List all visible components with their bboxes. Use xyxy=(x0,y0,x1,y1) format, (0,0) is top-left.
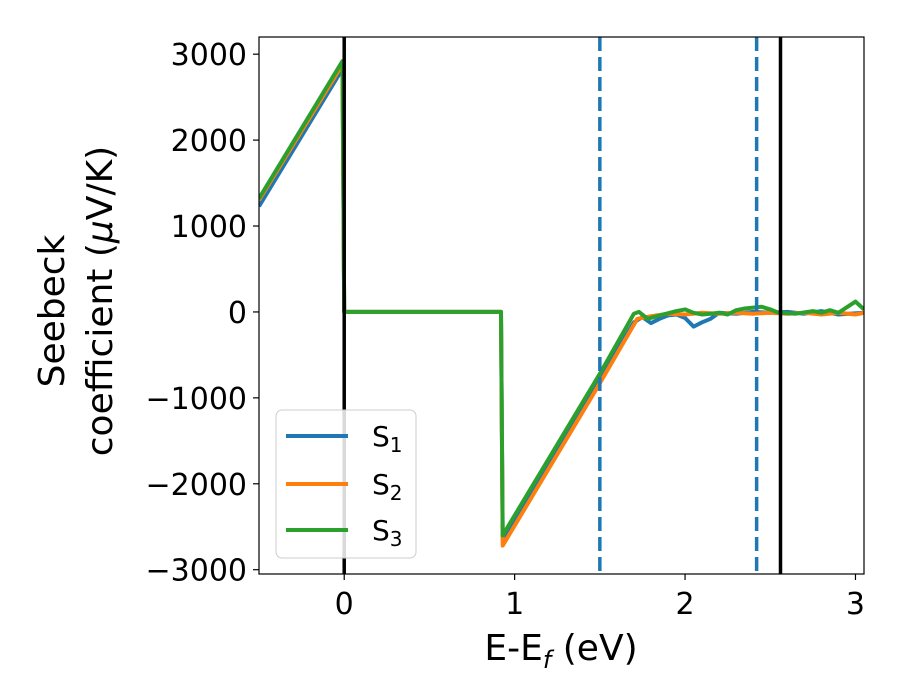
y-axis-title-line2: coefficient (μV/K) xyxy=(80,146,121,456)
legend-label-s2: S2 xyxy=(372,468,403,505)
legend: S1 S2 S3 xyxy=(275,409,417,559)
x-tick-label: 2 xyxy=(676,587,695,622)
plot-frame xyxy=(258,36,865,575)
x-tick-label: 0 xyxy=(335,587,354,622)
y-tick-label: 0 xyxy=(228,296,247,331)
x-tick-label: 3 xyxy=(846,587,865,622)
legend-label-s1: S1 xyxy=(372,420,403,457)
legend-label-s3: S3 xyxy=(372,514,403,551)
y-tick-label: −2000 xyxy=(146,468,247,503)
x-axis-title: E-Ef (eV) xyxy=(484,628,637,674)
y-axis-title-line1: Seebeck xyxy=(32,234,73,387)
y-tick-label: −1000 xyxy=(146,382,247,417)
x-tick-label: 1 xyxy=(505,587,524,622)
y-tick-label: 3000 xyxy=(171,38,247,73)
ticks-layer: 0 1 2 3 −3000 −2000 −1000 0 1000 2000 3000 xyxy=(146,38,866,622)
series-line-s3 xyxy=(259,59,864,538)
y-tick-label: 2000 xyxy=(171,124,247,159)
y-tick-label: 1000 xyxy=(171,210,247,245)
series-lines-layer xyxy=(259,59,864,548)
y-tick-label: −3000 xyxy=(146,554,247,589)
